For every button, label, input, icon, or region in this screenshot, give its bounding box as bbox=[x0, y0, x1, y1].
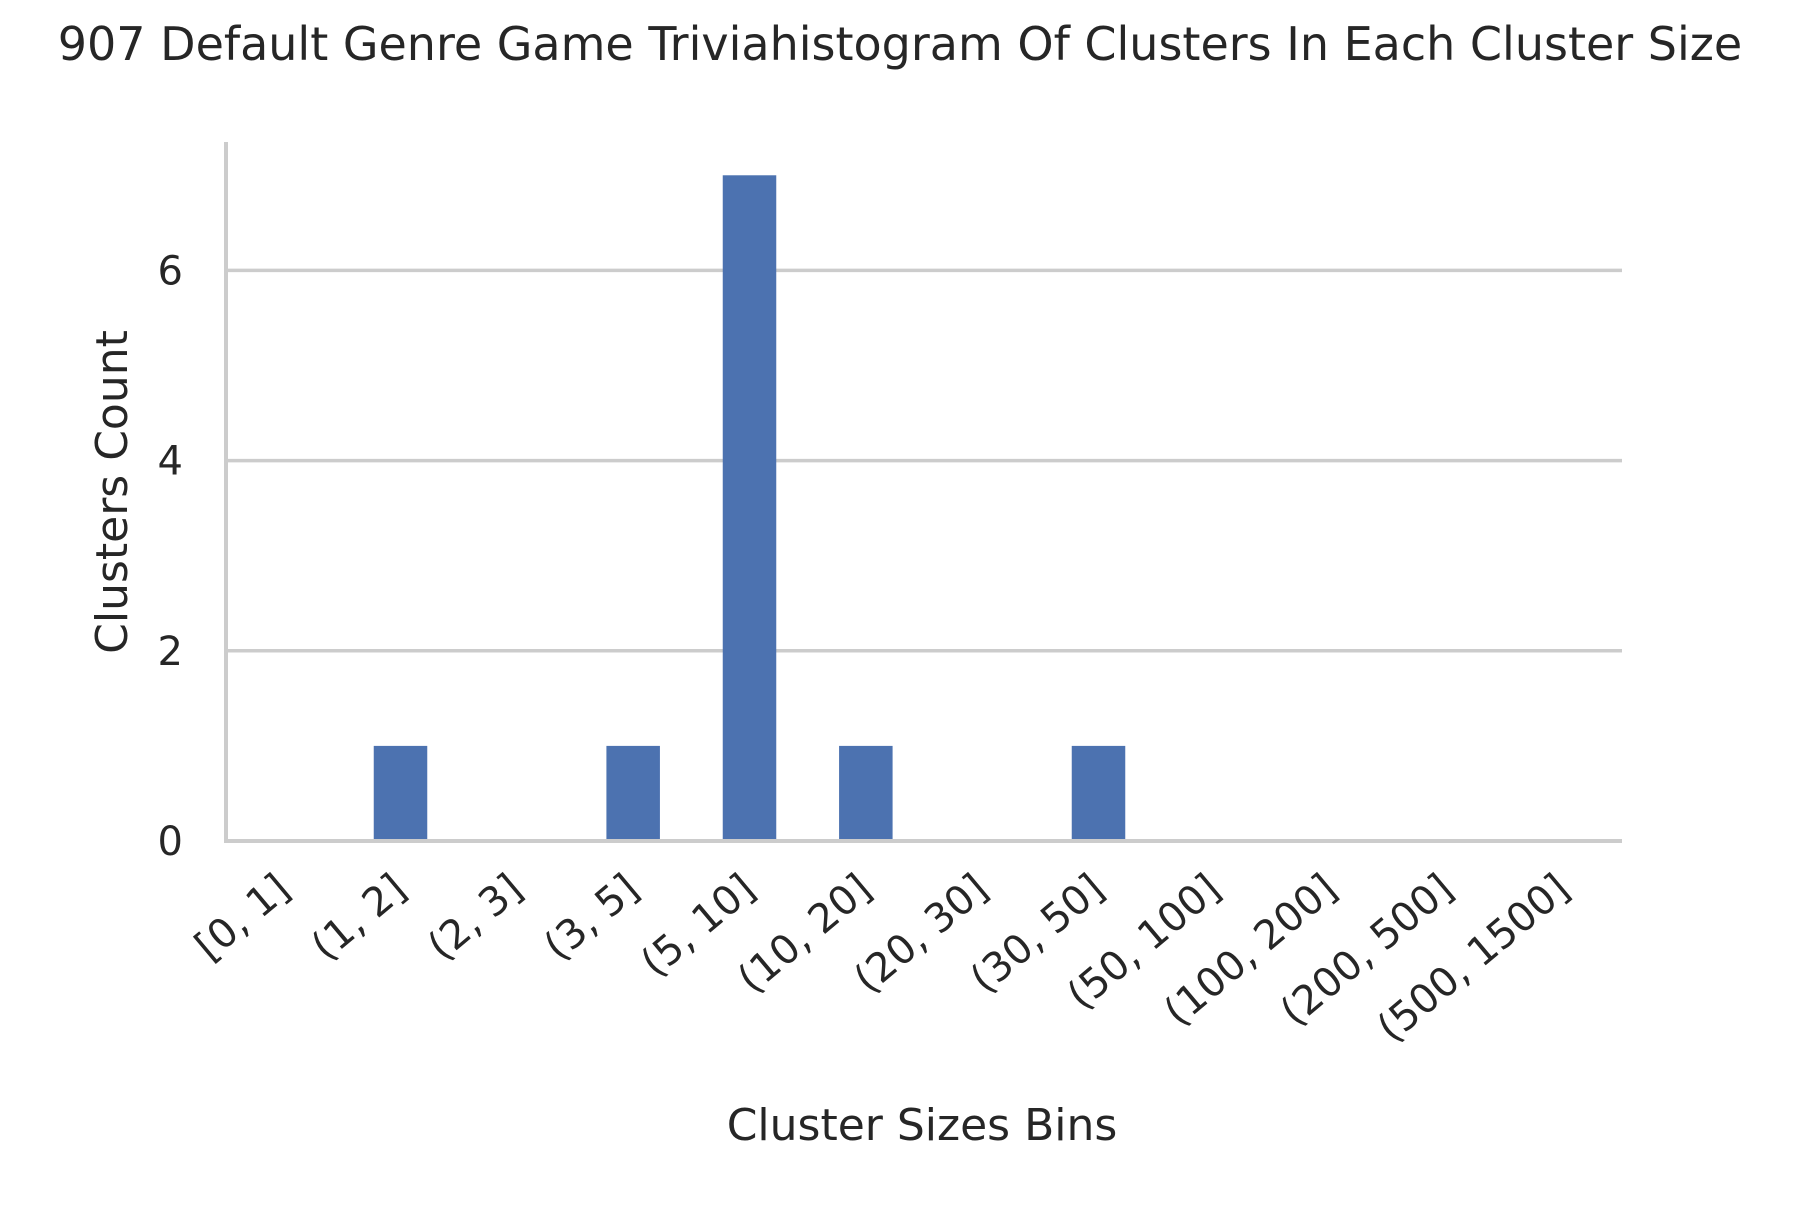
axes bbox=[224, 142, 1622, 843]
y-tick-label: 2 bbox=[158, 629, 183, 675]
y-tick-label: 0 bbox=[158, 819, 183, 865]
x-tick-label: (2, 3] bbox=[419, 865, 531, 969]
bar bbox=[606, 745, 660, 841]
bar bbox=[1071, 745, 1126, 841]
x-axis-label: Cluster Sizes Bins bbox=[727, 1100, 1118, 1151]
chart-title: 907 Default Genre Game Triviahistogram O… bbox=[58, 17, 1743, 71]
y-tick-labels: 0 2 4 6 bbox=[158, 248, 183, 865]
bar bbox=[839, 745, 893, 841]
x-tick-label: [0, 1] bbox=[187, 865, 299, 969]
y-axis-label: Clusters Count bbox=[87, 330, 138, 654]
x-tick-label: (3, 5] bbox=[536, 865, 648, 969]
grid-lines bbox=[226, 268, 1622, 653]
bar bbox=[722, 175, 777, 842]
bar bbox=[373, 745, 428, 841]
x-tick-labels: [0, 1] (1, 2] (2, 3] (3, 5](5, 10](10, 20](… bbox=[187, 865, 1579, 1051]
y-tick-label: 4 bbox=[158, 439, 183, 485]
bars bbox=[373, 175, 1126, 842]
y-tick-label: 6 bbox=[158, 248, 183, 294]
x-tick-label: (1, 2] bbox=[303, 865, 415, 969]
